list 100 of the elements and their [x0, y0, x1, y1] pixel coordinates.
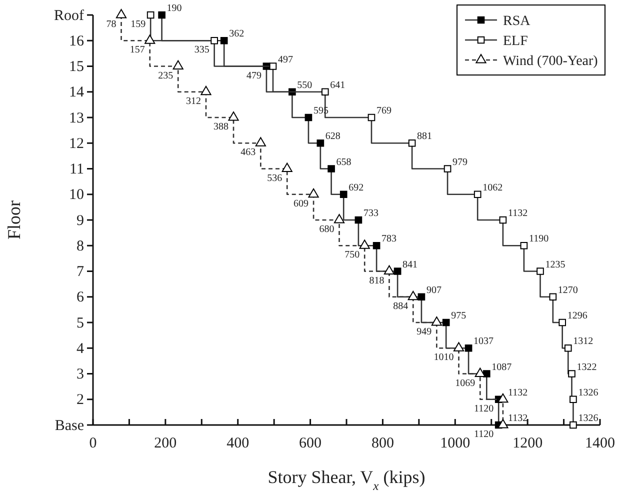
point — [304, 114, 312, 122]
data-label: 1069 — [455, 378, 476, 389]
point — [570, 396, 577, 404]
legend-label: ELF — [503, 34, 528, 49]
point — [255, 137, 266, 146]
point — [418, 293, 426, 301]
data-label: 550 — [297, 80, 312, 91]
y-tick-label: 12 — [69, 136, 84, 152]
y-tick-label: 11 — [70, 162, 84, 178]
point — [340, 190, 348, 198]
data-label: 1235 — [545, 259, 566, 270]
data-label: 818 — [369, 275, 384, 286]
data-label: 1190 — [528, 234, 549, 245]
data-label: 884 — [393, 300, 408, 312]
x-tick-label: 0 — [89, 436, 97, 452]
point — [394, 268, 402, 275]
point — [158, 11, 166, 19]
point — [464, 344, 472, 352]
data-label: 1296 — [567, 310, 588, 322]
point — [200, 86, 212, 96]
data-label: 1087 — [492, 362, 512, 373]
data-label: 907 — [426, 284, 442, 296]
point — [549, 293, 557, 301]
point — [359, 240, 370, 249]
data-label: 157 — [130, 44, 145, 56]
x-tick-label: 200 — [154, 436, 177, 452]
data-label: 497 — [278, 54, 293, 66]
y-tick-label: 6 — [76, 290, 84, 306]
y-tick-label: 5 — [76, 315, 84, 332]
point — [282, 162, 292, 172]
data-label: 312 — [186, 96, 201, 107]
y-tick-label: Roof — [54, 8, 84, 24]
x-tick-label: 1200 — [512, 436, 543, 452]
point — [316, 139, 324, 147]
point — [228, 111, 239, 121]
point — [568, 370, 576, 378]
data-label: 335 — [194, 44, 210, 56]
point — [308, 188, 319, 198]
point — [328, 165, 335, 172]
point — [498, 418, 508, 428]
data-label: 1326 — [578, 413, 598, 424]
y-tick-label: 15 — [69, 59, 84, 76]
y-tick-label: 2 — [76, 392, 84, 408]
x-axis-title: Story Shear, V$_{x}$ (kips) — [268, 467, 426, 493]
data-label: 783 — [382, 234, 397, 245]
point — [116, 8, 127, 18]
point — [372, 242, 380, 250]
data-label: 536 — [267, 172, 282, 184]
point — [172, 60, 184, 70]
data-label: 190 — [166, 3, 182, 14]
x-tick-label: 1400 — [585, 436, 615, 452]
data-label: 750 — [344, 250, 360, 261]
point — [474, 190, 482, 198]
y-tick-label: 16 — [69, 33, 84, 50]
data-label: 769 — [376, 106, 392, 116]
point — [564, 344, 572, 352]
data-label: 479 — [246, 70, 262, 82]
data-label: 641 — [330, 80, 346, 91]
y-tick-label: Base — [54, 418, 84, 434]
data-label: 463 — [240, 147, 256, 158]
point — [558, 318, 566, 326]
y-tick-label: 4 — [76, 340, 84, 357]
y-axis-title: Floor — [4, 200, 24, 240]
x-tick-label: 1000 — [440, 436, 470, 452]
point — [146, 11, 154, 19]
data-label: 979 — [452, 156, 468, 168]
point — [444, 165, 452, 172]
point — [520, 242, 528, 250]
point — [384, 265, 395, 275]
point — [220, 36, 228, 44]
point — [368, 114, 376, 122]
data-label: 975 — [451, 310, 466, 322]
y-tick-label: 8 — [76, 238, 84, 254]
point — [498, 393, 508, 403]
y-tick-label: 14 — [69, 84, 84, 101]
point — [321, 88, 329, 96]
data-label: 733 — [363, 208, 378, 219]
point — [536, 268, 544, 275]
data-label: 841 — [402, 259, 418, 270]
data-label: 1322 — [576, 362, 597, 373]
data-label: 388 — [214, 122, 229, 132]
data-label: 1062 — [482, 182, 503, 194]
data-label: 1270 — [558, 284, 578, 296]
data-label: 692 — [348, 182, 364, 194]
data-label: 609 — [294, 198, 309, 210]
x-tick-label: 400 — [226, 436, 250, 452]
point — [210, 36, 218, 44]
point — [442, 318, 450, 326]
point — [334, 214, 345, 224]
data-label: 1120 — [474, 403, 494, 414]
data-label: 628 — [325, 131, 340, 142]
data-label: 680 — [319, 224, 334, 235]
point — [570, 421, 577, 429]
point — [354, 216, 362, 224]
data-label: 1312 — [573, 336, 594, 348]
point — [431, 316, 442, 326]
legend-label: RSA — [503, 14, 532, 29]
point — [408, 139, 416, 147]
data-label: 1132 — [508, 387, 528, 398]
data-label: 1120 — [474, 429, 494, 440]
